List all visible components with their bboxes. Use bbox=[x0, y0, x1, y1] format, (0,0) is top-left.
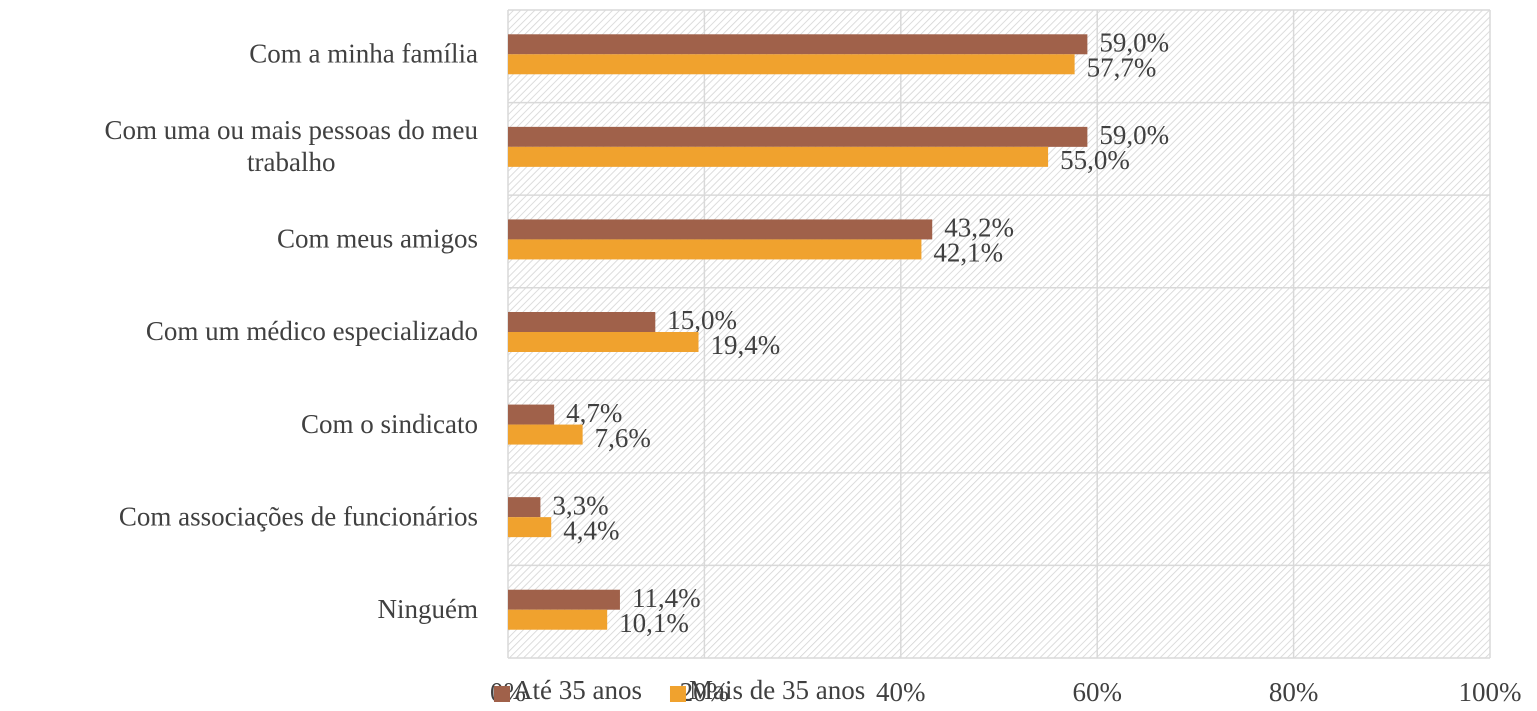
value-label: 4,7% bbox=[566, 398, 622, 428]
x-tick-label: 60% bbox=[1072, 677, 1122, 707]
legend-swatch bbox=[669, 686, 686, 702]
bar bbox=[508, 34, 1088, 55]
value-label: 10,1% bbox=[619, 608, 689, 638]
bar bbox=[508, 219, 933, 240]
bar bbox=[508, 239, 922, 260]
legend-label: Mais de 35 anos bbox=[689, 675, 865, 705]
value-label: 59,0% bbox=[1099, 120, 1169, 150]
bar bbox=[508, 609, 608, 630]
x-tick-label: 80% bbox=[1269, 677, 1319, 707]
value-label: 42,1% bbox=[933, 238, 1003, 268]
bar bbox=[508, 404, 555, 425]
value-label: 19,4% bbox=[711, 330, 781, 360]
category-label: Com meus amigos bbox=[277, 224, 478, 254]
value-label: 7,6% bbox=[595, 423, 651, 453]
bar bbox=[508, 589, 620, 610]
bar bbox=[508, 424, 583, 445]
value-label: 57,7% bbox=[1087, 52, 1157, 82]
value-label: 55,0% bbox=[1060, 145, 1130, 175]
value-label: 59,0% bbox=[1099, 27, 1169, 57]
x-tick-label: 20% bbox=[680, 677, 730, 707]
category-label: Com a minha família bbox=[249, 38, 478, 68]
legend-label: Até 35 anos bbox=[513, 675, 642, 705]
x-tick-label: 40% bbox=[876, 677, 926, 707]
bar bbox=[508, 517, 552, 538]
category-label: Com um médico especializado bbox=[146, 316, 478, 346]
bar bbox=[508, 126, 1088, 147]
bar bbox=[508, 146, 1049, 167]
legend-swatch bbox=[494, 686, 510, 702]
value-label: 43,2% bbox=[944, 213, 1014, 243]
value-label: 3,3% bbox=[552, 490, 608, 520]
bar bbox=[508, 54, 1075, 75]
category-label: Com associações de funcionários bbox=[119, 501, 478, 531]
value-label: 4,4% bbox=[563, 515, 619, 545]
x-tick-label: 100% bbox=[1459, 677, 1522, 707]
bar bbox=[508, 497, 541, 518]
bar bbox=[508, 332, 699, 352]
category-label: Com uma ou mais pessoas do meu trabalho bbox=[105, 115, 479, 177]
category-label: Com o sindicato bbox=[301, 409, 478, 439]
value-label: 15,0% bbox=[667, 305, 737, 335]
bar bbox=[508, 312, 656, 332]
category-label: Ninguém bbox=[378, 594, 479, 624]
value-label: 11,4% bbox=[632, 583, 701, 613]
